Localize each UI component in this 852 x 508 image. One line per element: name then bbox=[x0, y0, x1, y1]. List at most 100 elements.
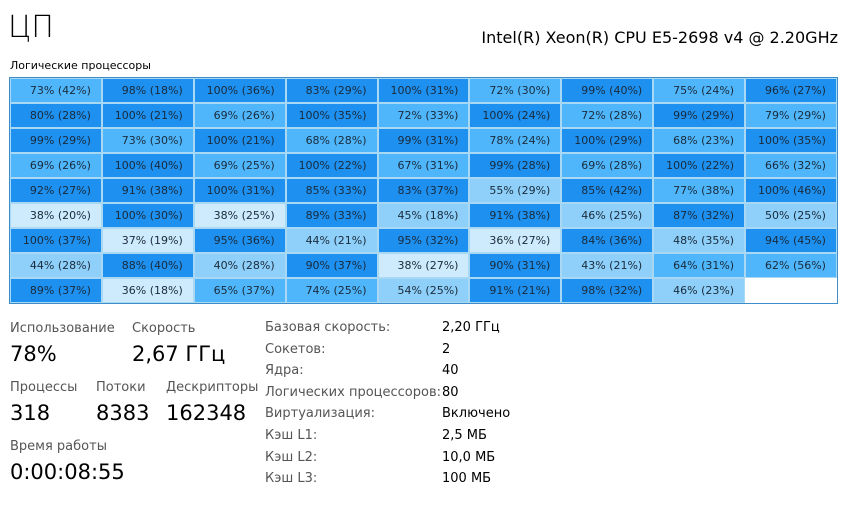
processor-cell: 68% (28%) bbox=[285, 128, 378, 153]
uptime-label: Время работы bbox=[10, 439, 107, 454]
processor-cell: 44% (28%) bbox=[10, 253, 102, 278]
processor-cell: 84% (36%) bbox=[561, 228, 654, 253]
cpu-model-name: Intel(R) Xeon(R) CPU E5-2698 v4 @ 2.20GH… bbox=[481, 28, 838, 47]
processor-cell: 100% (30%) bbox=[101, 203, 194, 228]
processor-cell: 98% (32%) bbox=[561, 278, 654, 303]
processor-cell: 85% (42%) bbox=[561, 178, 654, 203]
processor-cell: 69% (28%) bbox=[561, 153, 654, 178]
spec-value: 2,20 ГГц bbox=[442, 320, 500, 335]
processor-cell: 69% (26%) bbox=[10, 153, 102, 178]
processor-cell: 69% (26%) bbox=[193, 103, 286, 128]
processor-cell: 99% (40%) bbox=[561, 78, 654, 103]
processor-cell: 66% (32%) bbox=[745, 153, 837, 178]
processor-cell: 100% (29%) bbox=[561, 128, 654, 153]
processor-cell: 80% (28%) bbox=[10, 103, 102, 128]
processor-cell: 78% (24%) bbox=[469, 128, 562, 153]
speed-value: 2,67 ГГц bbox=[132, 342, 226, 366]
threads-label: Потоки bbox=[96, 380, 146, 395]
processor-cell: 48% (35%) bbox=[653, 228, 746, 253]
spec-value: 80 bbox=[442, 384, 459, 400]
processor-cell: 73% (30%) bbox=[101, 128, 194, 153]
processor-cell: 100% (40%) bbox=[101, 153, 194, 178]
processor-cell: 38% (27%) bbox=[377, 253, 470, 278]
processor-cell: 90% (37%) bbox=[285, 253, 378, 278]
processor-cell: 77% (38%) bbox=[653, 178, 746, 203]
processor-cell: 65% (37%) bbox=[193, 278, 286, 303]
processor-cell: 100% (31%) bbox=[377, 78, 470, 103]
processor-cell: 98% (18%) bbox=[101, 78, 194, 103]
processor-cell: 55% (29%) bbox=[469, 178, 562, 203]
processes-label: Процессы bbox=[10, 380, 78, 395]
processor-cell: 100% (35%) bbox=[745, 128, 837, 153]
spec-label: Кэш L1: bbox=[265, 428, 318, 443]
processor-cell: 50% (25%) bbox=[745, 203, 837, 228]
processor-cell: 87% (32%) bbox=[653, 203, 746, 228]
processor-cell: 100% (22%) bbox=[285, 153, 378, 178]
processor-cell: 83% (29%) bbox=[285, 78, 378, 103]
processor-cell: 74% (25%) bbox=[285, 278, 378, 303]
processor-cell: 36% (18%) bbox=[101, 278, 194, 303]
processor-cell: 89% (37%) bbox=[10, 278, 102, 303]
processor-cell: 40% (28%) bbox=[193, 253, 286, 278]
processor-cell: 100% (37%) bbox=[10, 228, 102, 253]
processor-cell: 89% (33%) bbox=[285, 203, 378, 228]
spec-label: Кэш L2: bbox=[265, 449, 318, 465]
processor-cell: 64% (31%) bbox=[653, 253, 746, 278]
processor-cell: 54% (25%) bbox=[377, 278, 470, 303]
page-title: ЦП bbox=[8, 10, 54, 45]
spec-value: 100 МБ bbox=[442, 471, 492, 487]
processor-cell: 96% (27%) bbox=[745, 78, 837, 103]
processor-cell: 43% (21%) bbox=[561, 253, 654, 278]
handles-label: Дескрипторы bbox=[166, 380, 259, 395]
processor-cell: 75% (24%) bbox=[653, 78, 746, 103]
processor-cell: 100% (21%) bbox=[193, 128, 286, 153]
processor-cell: 99% (31%) bbox=[377, 128, 470, 153]
processor-cell: 72% (28%) bbox=[561, 103, 654, 128]
processor-cell: 38% (20%) bbox=[10, 203, 102, 228]
processor-cell: 100% (24%) bbox=[469, 103, 562, 128]
processor-cell: 100% (36%) bbox=[193, 78, 286, 103]
processor-cell: 67% (31%) bbox=[377, 153, 470, 178]
processor-cell: 91% (38%) bbox=[469, 203, 562, 228]
processor-cell: 100% (22%) bbox=[653, 153, 746, 178]
processor-cell: 46% (23%) bbox=[653, 278, 746, 303]
processor-cell: 45% (18%) bbox=[377, 203, 470, 228]
processor-cell: 94% (45%) bbox=[745, 228, 837, 253]
spec-value: 2,5 МБ bbox=[442, 428, 487, 443]
processes-value: 318 bbox=[10, 401, 51, 425]
logical-processors-heatmap: 73% (42%) 98% (18%) 100% (36%) 83% (29%) 100… bbox=[9, 77, 838, 304]
processor-cell: 73% (42%) bbox=[10, 78, 102, 103]
processor-cell: 100% (35%) bbox=[285, 103, 378, 128]
processor-cell: 36% (27%) bbox=[469, 228, 562, 253]
spec-label: Виртуализация: bbox=[265, 406, 375, 422]
processor-cell: 90% (31%) bbox=[469, 253, 562, 278]
spec-label: Ядра: bbox=[265, 363, 304, 379]
spec-label: Сокетов: bbox=[265, 341, 326, 357]
speed-label: Скорость bbox=[132, 321, 196, 336]
spec-label: Кэш L3: bbox=[265, 471, 318, 487]
processor-cell: 99% (29%) bbox=[10, 128, 102, 153]
processor-cell: 95% (36%) bbox=[193, 228, 286, 253]
uptime-value: 0:00:08:55 bbox=[10, 460, 125, 484]
processor-cell: 100% (46%) bbox=[745, 178, 837, 203]
handles-value: 162348 bbox=[166, 401, 247, 425]
logical-processors-label: Логические процессоры bbox=[10, 59, 151, 72]
processor-cell: 99% (29%) bbox=[653, 103, 746, 128]
usage-value: 78% bbox=[10, 342, 57, 366]
processor-cell: 100% (21%) bbox=[101, 103, 194, 128]
usage-label: Использование bbox=[10, 321, 115, 336]
spec-value: Включено bbox=[442, 406, 511, 422]
processor-cell: 99% (28%) bbox=[469, 153, 562, 178]
processor-cell: 92% (27%) bbox=[10, 178, 102, 203]
processor-cell: 46% (25%) bbox=[561, 203, 654, 228]
processor-cell: 95% (32%) bbox=[377, 228, 470, 253]
processor-cell: 37% (19%) bbox=[101, 228, 194, 253]
processor-cell: 79% (29%) bbox=[745, 103, 837, 128]
processor-cell: 69% (25%) bbox=[193, 153, 286, 178]
spec-value: 2 bbox=[442, 341, 451, 357]
processor-cell: 72% (33%) bbox=[377, 103, 470, 128]
processor-cell: 62% (56%) bbox=[745, 253, 837, 278]
processor-cell: 91% (38%) bbox=[101, 178, 194, 203]
processor-cell: 88% (40%) bbox=[101, 253, 194, 278]
processor-cell: 72% (30%) bbox=[469, 78, 562, 103]
